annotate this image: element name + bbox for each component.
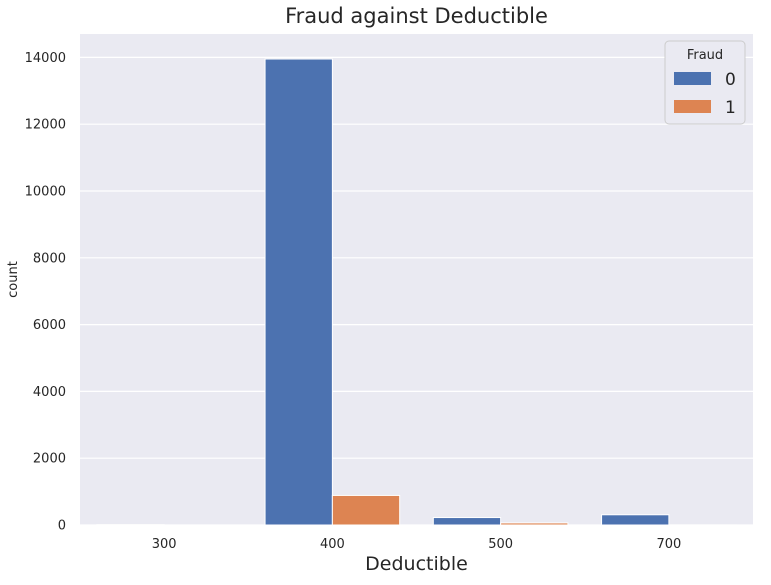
y-tick-labels: 0 2000 4000 6000 8000 10000 12000 14000	[25, 51, 66, 534]
y-tick-label: 0	[58, 519, 66, 534]
x-tick-label: 400	[320, 537, 345, 552]
x-axis-label: Deductible	[365, 553, 468, 575]
x-tick-label: 500	[488, 537, 513, 552]
y-tick-label: 10000	[25, 184, 66, 199]
y-tick-label: 8000	[33, 251, 66, 266]
legend: Fraud 0 1	[664, 40, 746, 125]
legend-label: 0	[725, 70, 736, 90]
y-tick-label: 12000	[25, 118, 66, 133]
bar-700-fraud-0	[601, 514, 670, 526]
y-tick-label: 6000	[33, 318, 66, 333]
x-tick-label: 300	[152, 537, 177, 552]
bar-500-fraud-1	[500, 522, 569, 526]
y-axis-label: count	[6, 261, 21, 298]
legend-swatch	[674, 100, 711, 113]
y-tick-label: 14000	[25, 51, 66, 66]
x-tick-labels: 300 400 500 700	[152, 537, 682, 552]
chart-title: Fraud against Deductible	[285, 4, 548, 28]
gridlines	[80, 56, 753, 526]
bars	[96, 58, 737, 526]
legend-title: Fraud	[687, 48, 723, 63]
bar-400-fraud-0	[264, 58, 333, 526]
bar-500-fraud-0	[432, 517, 502, 526]
y-tick-label: 2000	[33, 452, 66, 467]
plot-area	[80, 34, 753, 525]
y-tick-label: 4000	[33, 385, 66, 400]
legend-swatch	[674, 72, 711, 85]
x-tick-label: 700	[656, 537, 681, 552]
legend-label: 1	[725, 98, 736, 118]
bar-400-fraud-1	[331, 494, 401, 526]
